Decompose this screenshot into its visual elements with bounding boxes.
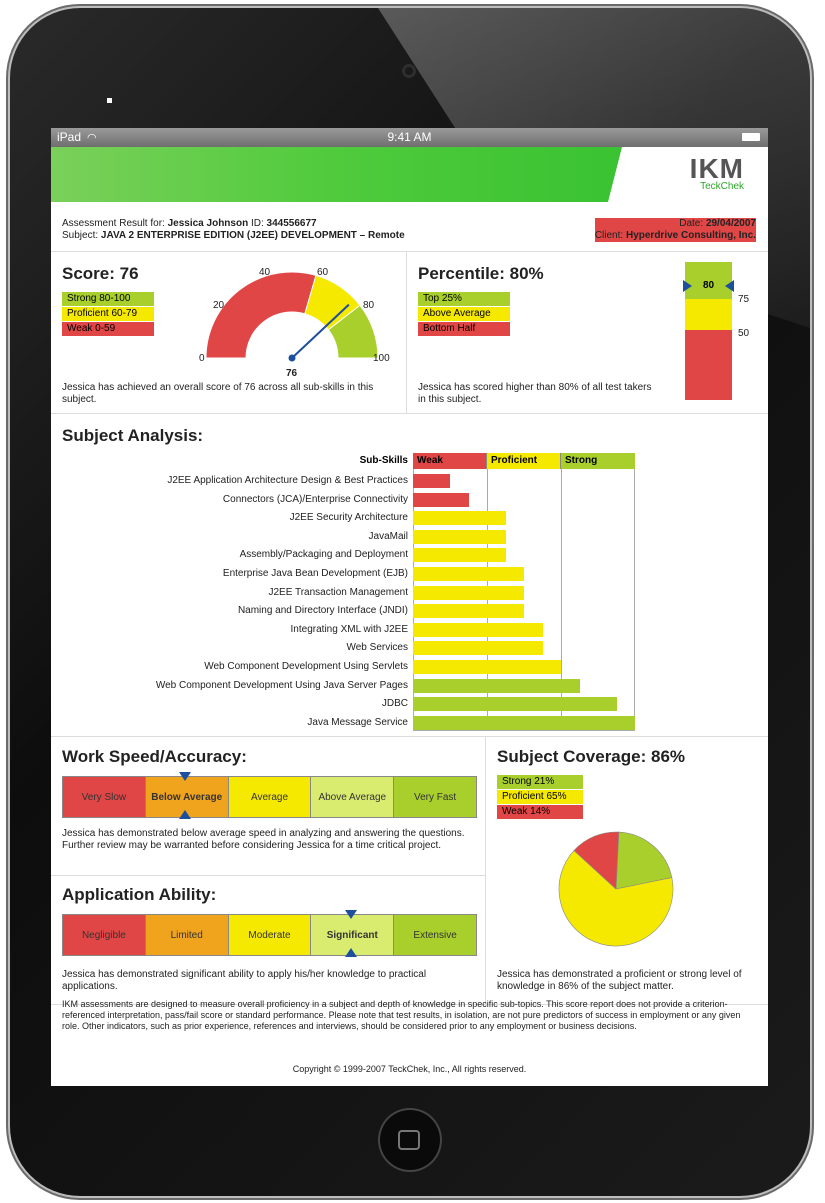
- percentile-title: Percentile: 80%: [418, 264, 544, 283]
- skill-bar: [413, 567, 524, 581]
- app-extensive: Extensive: [394, 915, 476, 955]
- subject-analysis: Subject Analysis: Sub-Skills Weak Profic…: [51, 414, 768, 737]
- skill-label: Naming and Directory Interface (JNDI): [237, 605, 408, 617]
- wifi-icon: ◠: [87, 132, 97, 144]
- skill-bar: [413, 622, 543, 637]
- work-speed-scale: Very Slow Below Average Average Above Av…: [62, 776, 477, 818]
- pie-slice-weak: [573, 831, 620, 890]
- skill-label: JavaMail: [368, 530, 408, 542]
- score-title: Score: 76: [62, 264, 139, 283]
- coverage-title: Subject Coverage: 86%: [497, 747, 686, 766]
- report-header: Assessment Result for: Jessica Johnson I…: [51, 202, 768, 252]
- skill-bar: [413, 697, 617, 712]
- score-note: Jessica has achieved an overall score of…: [62, 382, 374, 405]
- client-name: Hyperdrive Consulting, Inc.: [625, 230, 756, 241]
- status-time: 9:41 AM: [387, 130, 432, 144]
- speed-very-slow: Very Slow: [63, 777, 146, 817]
- skill-bar: [413, 678, 580, 693]
- skill-label: Integrating XML with J2EE: [290, 623, 408, 635]
- application-scale: Negligible Limited Moderate Significant …: [62, 914, 477, 956]
- application-note: Jessica has demonstrated significant abi…: [62, 969, 427, 992]
- skill-bar: [413, 604, 524, 619]
- work-speed-title: Work Speed/Accuracy:: [62, 747, 247, 766]
- camera-icon: [402, 64, 416, 78]
- speed-above-average: Above Average: [311, 777, 395, 817]
- app-negligible: Negligible: [63, 915, 146, 955]
- skill-bar: [413, 529, 506, 544]
- disclaimer: IKM assessments are designed to measure …: [62, 999, 741, 1031]
- skill-bar: [413, 474, 450, 488]
- score-row: Score: 76 Strong 80-100 Proficient 60-79…: [51, 252, 768, 414]
- speed-marker-bottom: [179, 810, 191, 819]
- sensor-dot: [107, 98, 112, 103]
- percentile-marker-label: 80: [702, 280, 715, 291]
- speed-very-fast: Very Fast: [394, 777, 476, 817]
- percentile-note: Jessica has scored higher than 80% of al…: [418, 382, 652, 405]
- percentile-legend: Top 25% Above Average Bottom Half: [418, 292, 510, 337]
- copyright: Copyright © 1999-2007 TeckChek, Inc., Al…: [292, 1064, 527, 1074]
- coverage-note: Jessica has demonstrated a proficient or…: [497, 969, 742, 992]
- app-marker-bottom: [345, 948, 357, 957]
- percentile-bar: [685, 262, 732, 400]
- score-legend: Strong 80-100 Proficient 60-79 Weak 0-59: [62, 292, 154, 337]
- bottom-section: Work Speed/Accuracy: Very Slow Below Ave…: [51, 737, 768, 1005]
- speed-average: Average: [228, 777, 312, 817]
- work-speed-note: Jessica has demonstrated below average s…: [62, 828, 465, 851]
- percentile-marker-right: [725, 280, 734, 292]
- skill-bar: [413, 548, 506, 563]
- skill-label: Enterprise Java Bean Development (EJB): [222, 568, 408, 579]
- application-title: Application Ability:: [62, 885, 217, 904]
- zone-header: Weak Proficient Strong: [413, 453, 635, 469]
- skill-bar: [413, 641, 543, 656]
- gauge-value: 76: [286, 368, 298, 379]
- logo-sub: TeckChek: [700, 181, 744, 192]
- pie-slice-strong: [615, 831, 673, 890]
- ikm-logo: IKM TeckChek: [690, 153, 744, 192]
- skill-label: J2EE Transaction Management: [268, 586, 408, 598]
- coverage-legend: Strong 21% Proficient 65% Weak 14%: [497, 775, 583, 820]
- logo-main: IKM: [689, 153, 744, 184]
- app-marker-top: [345, 910, 357, 919]
- skill-bar: [413, 585, 524, 600]
- status-bar: iPad ◠ 9:41 AM: [51, 128, 768, 147]
- battery-icon: [742, 133, 760, 141]
- pie-slice-proficient: [558, 850, 674, 947]
- skill-label: Web Services: [346, 642, 408, 654]
- skill-label: Java Message Service: [307, 716, 408, 728]
- coverage-pie: [558, 831, 674, 947]
- skill-bar: [413, 492, 469, 507]
- subject-name: JAVA 2 ENTERPRISE EDITION (J2EE) DEVELOP…: [100, 230, 405, 241]
- speed-marker-top: [179, 772, 191, 781]
- skill-bar: [413, 660, 561, 674]
- subskills-header: Sub-Skills: [359, 455, 408, 466]
- percentile-marker-left: [683, 280, 692, 292]
- skill-label: Connectors (JCA)/Enterprise Connectivity: [222, 493, 408, 505]
- app-moderate: Moderate: [228, 915, 312, 955]
- skill-bar: [413, 715, 635, 730]
- skill-bar: [413, 511, 506, 526]
- candidate-name: Jessica Johnson: [167, 218, 249, 229]
- skill-label: J2EE Security Architecture: [289, 512, 408, 524]
- home-button[interactable]: [380, 1110, 440, 1170]
- app-limited: Limited: [145, 915, 229, 955]
- score-gauge: [205, 271, 379, 362]
- screen: iPad ◠ 9:41 AM IKM TeckChek Assessment Re…: [51, 128, 768, 1086]
- skill-label: J2EE Application Architecture Design & B…: [167, 475, 408, 486]
- status-device: iPad ◠: [57, 130, 97, 144]
- report-banner: IKM TeckChek: [51, 147, 768, 202]
- skill-label: JDBC: [381, 698, 408, 710]
- report-date: 29/04/2007: [705, 218, 756, 229]
- subject-analysis-title: Subject Analysis:: [62, 426, 204, 445]
- skill-label: Assembly/Packaging and Deployment: [239, 549, 408, 561]
- candidate-id: 344556677: [266, 218, 317, 229]
- skill-label: Web Component Development Using Servlets: [204, 661, 408, 672]
- skill-label: Web Component Development Using Java Ser…: [155, 679, 408, 691]
- home-square-icon: [398, 1130, 420, 1150]
